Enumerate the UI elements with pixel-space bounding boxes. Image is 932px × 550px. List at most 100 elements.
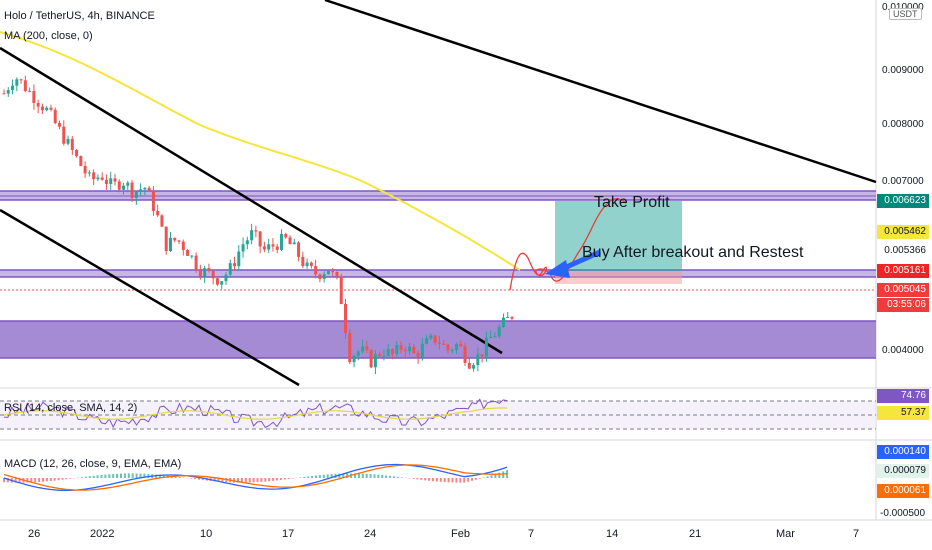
candle-body: [467, 362, 471, 369]
macd-bar: [330, 474, 333, 478]
macd-bar: [221, 478, 224, 482]
macd-bar: [287, 478, 290, 480]
macd-bar: [116, 473, 119, 478]
price-tick-0009: 0.009000: [882, 65, 924, 76]
candle-body: [100, 177, 104, 180]
currency-label[interactable]: USDT: [889, 8, 922, 20]
candle-body: [386, 348, 390, 356]
macd-bar: [291, 478, 294, 479]
macd-bar: [361, 473, 364, 478]
candle-body: [45, 107, 49, 111]
candle-body: [92, 172, 96, 180]
candle-body: [160, 215, 164, 227]
candle-body: [450, 350, 454, 352]
macd-bar: [486, 476, 489, 478]
time-tick: 26: [28, 528, 40, 540]
macd-bar: [490, 475, 493, 478]
candle-body: [211, 270, 215, 279]
macd-bar: [92, 475, 95, 478]
candle-body: [75, 149, 79, 157]
macd-bar: [201, 478, 204, 481]
candle-body: [297, 242, 301, 257]
candle-body: [378, 354, 382, 357]
macd-bar: [389, 475, 392, 478]
badge-macd-hist: 0.000061: [877, 484, 929, 498]
macd-bar: [84, 476, 87, 478]
macd-bar: [474, 478, 477, 480]
candle-body: [57, 123, 61, 127]
macd-bar: [322, 474, 325, 478]
badge-macd: 0.000140: [877, 445, 929, 459]
time-tick: 14: [606, 528, 618, 540]
candle-body: [198, 270, 202, 277]
macd-bar: [264, 478, 267, 482]
candle-body: [70, 138, 74, 150]
candle-body: [497, 326, 501, 337]
candle-body: [489, 337, 493, 339]
macd-bar: [393, 476, 395, 478]
stop-box: [555, 271, 682, 284]
candle-body: [130, 182, 134, 198]
macd-bar: [127, 473, 130, 478]
macd-bar: [139, 473, 142, 478]
candle-body: [275, 246, 279, 250]
symbol-legend[interactable]: Holo / TetherUS, 4h, BINANCE: [4, 10, 155, 22]
candle-body: [245, 240, 249, 245]
macd-bar: [385, 475, 388, 478]
macd-bar: [248, 478, 251, 483]
ma-legend[interactable]: MA (200, close, 0): [4, 30, 93, 42]
macd-bar: [338, 473, 341, 478]
trendline-upper-channel: [0, 46, 503, 355]
candle-body: [233, 263, 237, 267]
candle-body: [284, 233, 288, 238]
candle-body: [62, 126, 66, 144]
macd-bar: [420, 478, 423, 480]
macd-bar: [237, 478, 239, 483]
candle-body: [352, 355, 356, 363]
macd-bar: [45, 478, 48, 482]
macd-bar: [268, 478, 271, 482]
candle-body: [356, 351, 360, 356]
time-tick: Feb: [451, 528, 470, 540]
candle-body: [156, 210, 160, 216]
price-tick-top: 0.010000: [882, 2, 924, 13]
macd-bar: [104, 474, 107, 478]
candle-body: [339, 276, 343, 304]
candle-body: [40, 106, 44, 111]
macd-bar: [14, 478, 17, 483]
macd-bar: [279, 478, 282, 480]
macd-bar: [326, 474, 329, 478]
candle-body: [429, 335, 433, 339]
badge-take-profit: 0.006623: [877, 194, 929, 208]
macd-bar: [272, 478, 275, 481]
candle-body: [207, 268, 211, 271]
macd-bar: [190, 478, 193, 479]
time-tick: 7: [853, 528, 859, 540]
candle-body: [49, 107, 53, 110]
trendline-lower-channel: [0, 208, 300, 387]
macd-legend[interactable]: MACD (12, 26, close, 9, EMA, EMA): [4, 458, 182, 470]
macd-bar: [53, 478, 56, 481]
candle-body: [79, 156, 83, 166]
candle-body: [369, 350, 373, 368]
macd-bar: [467, 478, 470, 482]
macd-bar: [96, 475, 99, 478]
macd-bar: [463, 478, 466, 483]
take-profit-label: Take Profit: [594, 194, 670, 211]
time-tick: 2022: [90, 528, 114, 540]
rsi-legend[interactable]: RSI (14, close, SMA, 14, 2): [4, 402, 138, 414]
candle-body: [117, 181, 121, 190]
buy-arrow-icon: [545, 249, 602, 278]
trendline-long: [324, 0, 877, 184]
candle-body: [96, 177, 100, 180]
candle-body: [335, 272, 339, 277]
candle-body: [267, 244, 271, 250]
candle-body: [506, 316, 510, 318]
candle-body: [215, 278, 219, 285]
macd-bar: [131, 473, 134, 478]
macd-bar: [49, 478, 52, 482]
candle-body: [292, 242, 296, 245]
macd-bar: [198, 478, 200, 480]
buy-note-label: Buy After breakout and Restest: [582, 244, 804, 261]
